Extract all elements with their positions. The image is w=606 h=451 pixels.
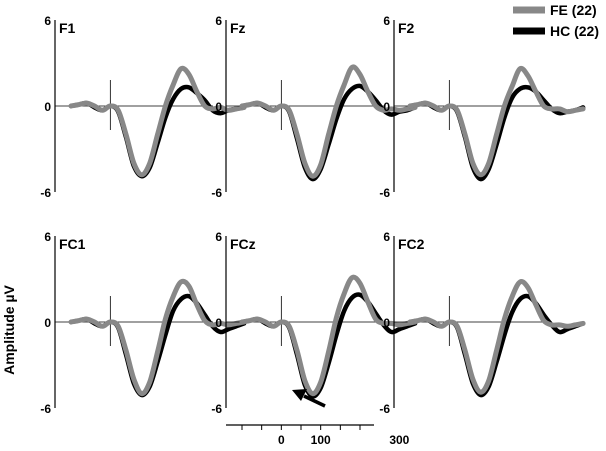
panels: 6 0 -6 F1 6 0 -6 Fz 6 0 -6 F2 6 0 -6 FC1 6 0 -6 FCz 6 0 -6 FC2 (40, 14, 586, 416)
panel-fc1-series-fe (68, 278, 247, 397)
panel-title-fc1: FC1 (59, 236, 86, 252)
panel-f2-ytick-label: 0 (383, 100, 390, 114)
panel-fc2-ytick-label: -6 (379, 402, 390, 416)
panel-fc1-ytick-label: 0 (44, 316, 51, 330)
panel-fc1-ytick-label: 6 (44, 230, 51, 244)
y-axis-label: Amplitude µV (1, 284, 17, 374)
panel-fcz-series-fe (239, 274, 418, 397)
legend-label-hc: HC (22) (550, 23, 599, 39)
panel-fcz-ytick-label: 6 (215, 230, 222, 244)
panel-fz-series-fe (239, 64, 418, 179)
panel-fc2-series-fe (407, 279, 586, 395)
panel-fz: 6 0 -6 Fz (211, 14, 418, 200)
x-axis: 0 100 300 (226, 424, 410, 447)
panel-f2-ytick-label: 6 (383, 14, 390, 28)
x-tick-label: 300 (389, 433, 409, 447)
panel-f2: 6 0 -6 F2 (379, 14, 586, 200)
panel-fz-ytick-label: 0 (215, 100, 222, 114)
panel-fcz-ytick-label: -6 (211, 402, 222, 416)
panel-f2-series-fe (407, 65, 586, 178)
panel-fc2-ytick-label: 0 (383, 316, 390, 330)
legend-label-fe: FE (22) (550, 2, 597, 18)
panel-f1-series-fe (68, 65, 247, 178)
arrow-shaft (303, 394, 326, 408)
panel-title-f2: F2 (398, 20, 415, 36)
arrow-head (292, 389, 307, 401)
panel-fc1-ytick-label: -6 (40, 402, 51, 416)
panel-f1-ytick-label: 6 (44, 14, 51, 28)
panel-fc1: 6 0 -6 FC1 (40, 230, 247, 416)
panel-title-fz: Fz (230, 20, 246, 36)
legend: FE (22) HC (22) (513, 2, 599, 39)
panel-fz-ytick-label: -6 (211, 186, 222, 200)
panel-fz-ytick-label: 6 (215, 14, 222, 28)
panel-title-f1: F1 (59, 20, 76, 36)
panel-f1-ytick-label: 0 (44, 100, 51, 114)
panel-title-fcz: FCz (230, 236, 256, 252)
panel-f2-ytick-label: -6 (379, 186, 390, 200)
panel-fcz-ytick-label: 0 (215, 316, 222, 330)
panel-fcz: 6 0 -6 FCz (211, 230, 418, 416)
panel-title-fc2: FC2 (398, 236, 425, 252)
x-tick-label: 100 (311, 433, 331, 447)
x-tick-label: 0 (278, 433, 285, 447)
annotation-arrow (292, 389, 326, 408)
panel-f1: 6 0 -6 F1 (40, 14, 247, 200)
panel-fc2-ytick-label: 6 (383, 230, 390, 244)
panel-f1-ytick-label: -6 (40, 186, 51, 200)
panel-fc2: 6 0 -6 FC2 (379, 230, 586, 416)
